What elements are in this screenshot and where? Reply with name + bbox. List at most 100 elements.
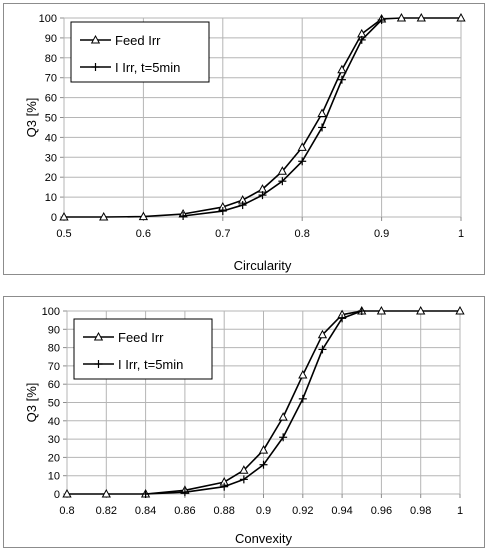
circ-data-point <box>416 12 426 22</box>
conv-data-point <box>318 345 327 354</box>
circ-y-tick-label: 0 <box>51 212 57 224</box>
circ-y-tick-label: 90 <box>45 33 57 45</box>
circ-data-point <box>337 64 347 74</box>
conv-data-point <box>298 370 308 379</box>
conv-data-point <box>239 465 249 474</box>
conv-legend-entry: Feed Irr <box>83 330 164 345</box>
convexity-chart-svg: 0 10 20 30 40 50 60 70 80 90 100 0.8 0.82 0.84 0.86 0.8… <box>24 305 465 546</box>
circ-data-point <box>317 108 327 118</box>
conv-data-point <box>259 460 268 469</box>
circ-y-tick-label: 40 <box>45 132 57 144</box>
conv-data-point <box>239 475 248 484</box>
conv-legend-box <box>73 318 213 380</box>
circularity-chart: 0 10 20 30 40 50 60 70 80 90 100 0.5 0.6 0.7 0.8 0.9 1 Ci… <box>3 3 485 275</box>
conv-x-tick-label: 0.94 <box>331 505 352 517</box>
conv-y-tick-label: 80 <box>48 343 60 355</box>
conv-data-point <box>180 488 189 497</box>
conv-legend-label: Feed Irr <box>118 330 164 345</box>
conv-data-point <box>278 412 288 421</box>
conv-y-tick-label: 50 <box>48 398 60 410</box>
conv-data-point <box>258 445 269 454</box>
conv-series-i-irr <box>141 307 366 498</box>
circ-data-point <box>377 15 386 24</box>
conv-x-tick-label: 0.8 <box>59 505 74 517</box>
circ-data-point <box>99 211 109 221</box>
circ-data-point <box>59 211 69 221</box>
circ-data-point <box>138 211 149 221</box>
circ-legend-label: I Irr, t=5min <box>115 60 180 75</box>
circ-x-tick-label: 0.7 <box>215 228 230 240</box>
circ-legend-entry: Feed Irr <box>80 33 161 48</box>
circ-data-point <box>278 177 287 186</box>
circ-y-axis-title: Q3 [%] <box>24 98 39 138</box>
conv-data-point <box>62 488 72 498</box>
conv-x-tick-label: 0.9 <box>256 505 271 517</box>
conv-data-point <box>338 314 347 323</box>
conv-y-tick-label: 0 <box>54 489 60 501</box>
circ-x-tick-label: 1 <box>458 228 464 240</box>
conv-data-point <box>455 305 465 315</box>
conv-data-point <box>416 305 426 315</box>
circ-series-i-irr <box>179 15 386 221</box>
conv-x-tick-label: 1 <box>457 505 463 517</box>
circ-x-tick-label: 0.8 <box>295 228 310 240</box>
conv-x-tick-label: 0.88 <box>213 505 234 517</box>
circ-y-tick-label: 100 <box>39 13 57 25</box>
circ-data-point <box>298 157 307 166</box>
conv-y-tick-label: 30 <box>48 434 60 446</box>
conv-data-point <box>317 329 328 339</box>
circ-series-line <box>183 19 383 217</box>
circ-data-point <box>258 191 267 200</box>
circ-data-point <box>337 75 346 84</box>
circ-x-tick-label: 0.9 <box>374 228 389 240</box>
conv-y-tick-label: 10 <box>48 471 60 483</box>
circ-data-point <box>357 35 366 44</box>
conv-data-point <box>101 488 111 498</box>
conv-y-tick-label: 70 <box>48 361 60 373</box>
conv-y-tick-label: 90 <box>48 324 60 336</box>
circ-y-tick-label: 70 <box>45 73 57 85</box>
conv-y-axis-title: Q3 [%] <box>24 383 39 423</box>
circ-y-tick-label: 10 <box>45 192 57 204</box>
circ-y-tick-label: 20 <box>45 172 57 184</box>
conv-x-tick-label: 0.96 <box>371 505 392 517</box>
circ-legend-marker <box>91 63 100 71</box>
conv-y-tick-label: 40 <box>48 416 60 428</box>
circ-legend-box <box>70 21 210 83</box>
circ-x-axis-title: Circularity <box>234 258 292 273</box>
circ-data-point <box>318 123 327 132</box>
conv-data-point <box>298 394 307 403</box>
conv-legend-marker <box>94 360 103 368</box>
conv-series-line <box>145 310 363 495</box>
circ-data-point <box>297 142 307 151</box>
circ-x-tick-label: 0.5 <box>56 228 71 240</box>
conv-legend: Feed Irr I Irr, t=5min <box>73 318 213 380</box>
conv-data-point <box>220 482 229 491</box>
circ-legend-marker <box>90 34 101 44</box>
circularity-chart-svg: 0 10 20 30 40 50 60 70 80 90 100 0.5 0.6 0.7 0.8 0.9 1 Ci… <box>24 12 466 273</box>
conv-x-tick-label: 0.98 <box>410 505 431 517</box>
circ-y-tick-label: 80 <box>45 53 57 65</box>
conv-data-point <box>357 307 366 315</box>
conv-x-tick-label: 0.86 <box>174 505 195 517</box>
conv-data-point <box>279 433 288 442</box>
circ-data-point <box>218 207 227 216</box>
circ-data-point <box>396 12 407 22</box>
conv-x-axis-title: Convexity <box>235 531 293 546</box>
circ-y-tick-label: 30 <box>45 152 57 164</box>
circ-data-point <box>238 201 247 210</box>
circ-legend-label: Feed Irr <box>115 33 161 48</box>
circ-y-tick-label: 50 <box>45 113 57 125</box>
conv-x-tick-label: 0.92 <box>292 505 313 517</box>
circ-data-point <box>179 212 188 221</box>
conv-legend-label: I Irr, t=5min <box>118 357 183 372</box>
conv-legend-entry: I Irr, t=5min <box>83 357 183 372</box>
conv-y-tick-label: 20 <box>48 452 60 464</box>
conv-y-tick-label: 100 <box>42 306 60 318</box>
circ-data-point <box>277 166 287 175</box>
conv-legend-marker <box>93 331 104 341</box>
circ-series-line <box>64 17 461 218</box>
circ-data-point <box>456 12 466 22</box>
circ-legend: Feed Irr I Irr, t=5min <box>70 21 210 83</box>
conv-data-point <box>376 305 387 315</box>
